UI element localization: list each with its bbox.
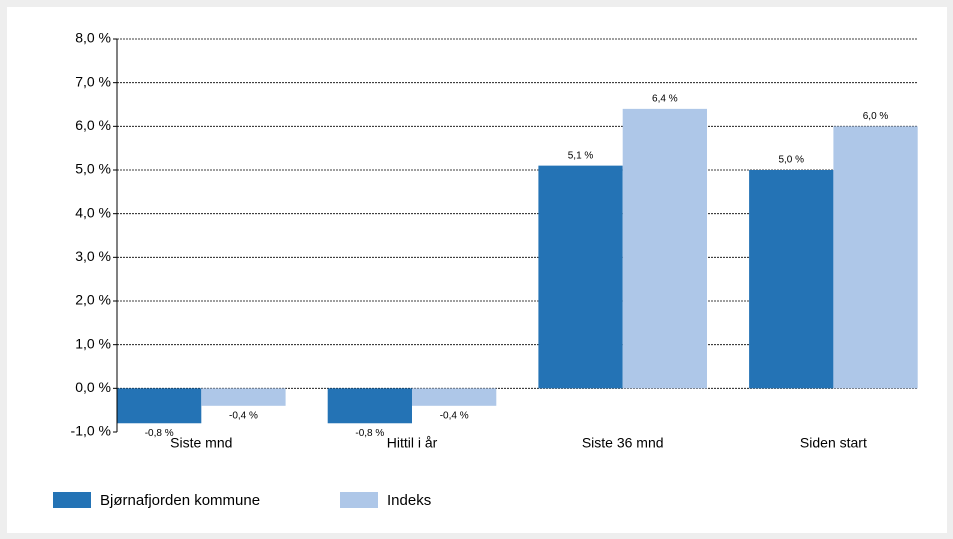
bar xyxy=(749,170,834,389)
value-label: 6,4 % xyxy=(652,94,678,105)
legend-label: Bjørnafjorden kommune xyxy=(100,492,260,509)
bar xyxy=(833,126,918,389)
bar xyxy=(201,388,286,406)
bar xyxy=(117,388,202,424)
value-label: 6,0 % xyxy=(863,111,889,122)
legend-label: Indeks xyxy=(387,492,431,509)
x-tick-label: Siden start xyxy=(800,435,867,451)
y-tick-label: 4,0 % xyxy=(75,204,111,220)
y-tick-label: 6,0 % xyxy=(75,117,111,133)
y-tick-label: 2,0 % xyxy=(75,292,111,308)
y-tick-label: 0,0 % xyxy=(75,379,111,395)
y-tick-label: 8,0 % xyxy=(75,30,111,46)
value-label: 5,1 % xyxy=(568,150,594,161)
y-tick-label: 1,0 % xyxy=(75,335,111,351)
y-tick-label: -1,0 % xyxy=(71,423,111,439)
value-label: -0,8 % xyxy=(355,428,384,439)
bar xyxy=(538,165,623,389)
value-label: 5,0 % xyxy=(778,155,804,166)
x-tick-label: Siste mnd xyxy=(170,435,232,451)
legend-swatch xyxy=(340,492,378,508)
value-label: -0,4 % xyxy=(229,410,258,421)
bar xyxy=(622,108,707,389)
bar xyxy=(412,388,497,406)
y-tick-label: 5,0 % xyxy=(75,161,111,177)
y-tick-label: 7,0 % xyxy=(75,73,111,89)
value-label: -0,8 % xyxy=(145,428,174,439)
bar xyxy=(327,388,412,424)
y-tick-label: 3,0 % xyxy=(75,248,111,264)
value-label: -0,4 % xyxy=(440,410,469,421)
x-tick-label: Siste 36 mnd xyxy=(582,435,664,451)
x-tick-label: Hittil i år xyxy=(387,435,438,451)
legend-swatch xyxy=(53,492,91,508)
